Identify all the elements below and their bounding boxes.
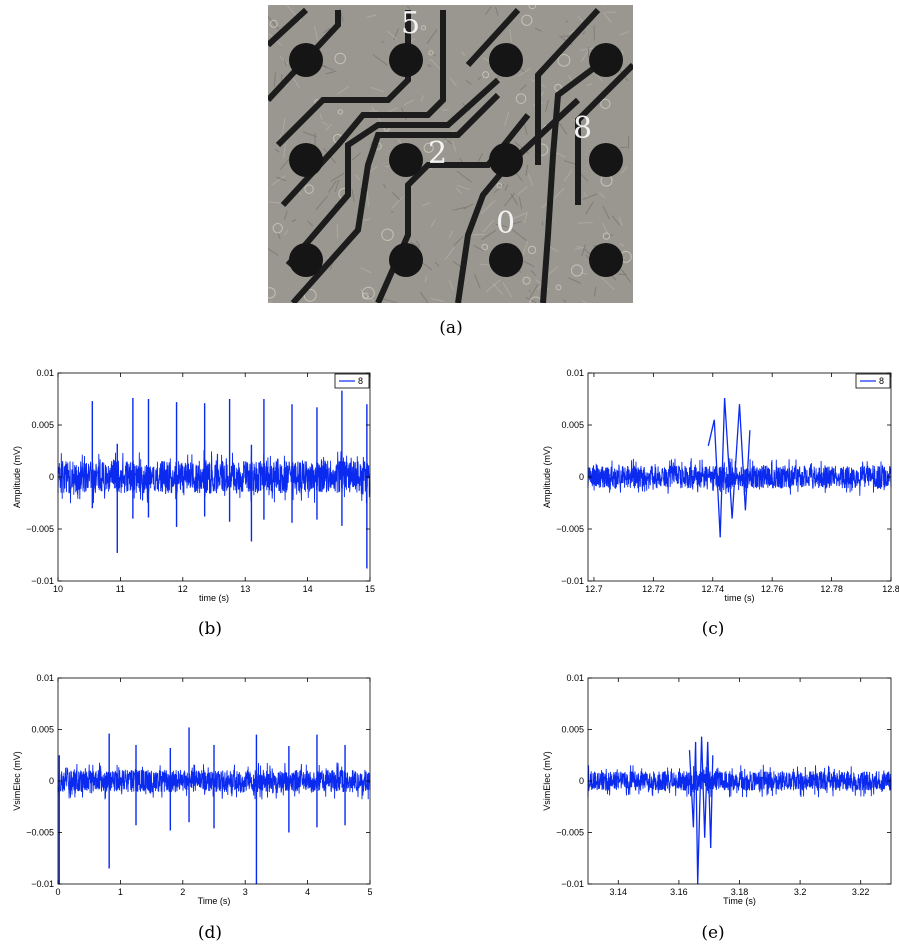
y-tick-label: 0: [579, 472, 584, 482]
x-tick-label: 15: [365, 584, 375, 594]
x-tick-label: 3.22: [852, 887, 870, 897]
trace-3: [280, 10, 446, 208]
y-tick-label: 0.01: [566, 673, 584, 683]
electrode-1-0: [289, 143, 323, 177]
x-tick-label: 12.76: [761, 584, 784, 594]
x-tick-label: 3: [243, 887, 248, 897]
y-tick-label: 0.01: [36, 673, 54, 683]
y-tick-label: 0: [49, 776, 54, 786]
trace-4: [285, 77, 501, 267]
y-tick-label: −0.01: [561, 576, 584, 586]
trace-1: [268, 10, 341, 103]
electrode-0-3: [589, 43, 623, 77]
x-tick-label: 11: [116, 584, 125, 594]
x-tick-label: 3.16: [670, 887, 688, 897]
x-tick-label: 12.78: [820, 584, 843, 594]
y-tick-label: 0.005: [561, 725, 584, 735]
x-axis-label: Time (s): [723, 896, 756, 906]
y-axis-label: Amplitude (mV): [12, 446, 22, 508]
chart-d: 0 1 2 3 4 5 0.01 0.005 0 −0.005 −0.01 Time (s) VsimE…: [12, 673, 373, 906]
trace-0: [268, 7, 309, 48]
y-axis-label: VsimElec (mV): [12, 751, 22, 811]
x-tick-label: 4: [305, 887, 310, 897]
chart-e: 3.14 3.16 3.18 3.2 3.22 0.01 0.005 0 −0.005 −0.01…: [542, 673, 892, 906]
trace-11: [575, 62, 633, 205]
x-tick-label: 1: [118, 887, 123, 897]
caption-b: (b): [197, 619, 223, 639]
x-axis-label: Time (s): [198, 896, 231, 906]
x-tick-label: 3.18: [731, 887, 749, 897]
y-tick-label: −0.005: [26, 524, 54, 534]
trace-9: [465, 7, 521, 68]
y-tick-label: −0.005: [556, 524, 584, 534]
electrode-labels: 5 2 8 0: [401, 6, 592, 241]
y-axis-label: Amplitude (mV): [542, 446, 552, 508]
y-tick-label: 0.01: [36, 368, 54, 378]
y-tick-label: −0.01: [31, 576, 54, 586]
y-tick-label: 0.005: [31, 420, 54, 430]
x-tick-label: 2: [180, 887, 185, 897]
caption-e: (e): [701, 923, 725, 943]
x-tick-label: 5: [367, 887, 372, 897]
y-tick-label: −0.005: [26, 828, 54, 838]
electrode-1-2: [489, 143, 523, 177]
spike-burst: [688, 736, 714, 885]
trace-10: [535, 7, 601, 165]
electrode-label: 8: [573, 111, 592, 146]
electrode-2-1: [389, 243, 423, 277]
x-tick-label: 12.74: [701, 584, 724, 594]
caption-d: (d): [197, 923, 223, 943]
electrode-label: 2: [428, 136, 447, 171]
trace-8: [540, 62, 600, 303]
y-tick-label: −0.005: [556, 828, 584, 838]
caption-a: (a): [439, 318, 463, 338]
x-axis-label: time (s): [199, 593, 229, 603]
x-tick-label: 12.7: [585, 584, 603, 594]
y-tick-label: 0.005: [31, 725, 54, 735]
y-tick-label: 0: [49, 472, 54, 482]
y-tick-label: 0.005: [561, 420, 584, 430]
electrode-1-3: [589, 143, 623, 177]
electrode-2-2: [489, 243, 523, 277]
caption-c: (c): [701, 619, 725, 639]
electrode-2-0: [289, 243, 323, 277]
electrode-0-0: [289, 43, 323, 77]
x-tick-label: 12.8: [882, 584, 899, 594]
electrode-array-photo: 5 2 8 0: [268, 5, 633, 303]
electrode-0-2: [489, 43, 523, 77]
legend-label: 8: [358, 376, 363, 386]
x-tick-label: 3.2: [794, 887, 807, 897]
electrode-1-1: [389, 143, 423, 177]
electrode-grid: [289, 43, 623, 277]
x-tick-label: 0: [55, 887, 60, 897]
y-tick-label: 0.01: [566, 368, 584, 378]
x-tick-label: 13: [240, 584, 250, 594]
chart-b: 10 11 12 13 14 15 0.01 0.005 0 −0.005 −0.01 time (s…: [12, 368, 375, 603]
series-line: [587, 458, 892, 496]
electrode-label: 5: [401, 6, 420, 41]
series-line: [57, 449, 371, 504]
series-line: [587, 764, 892, 798]
chart-c: 12.7 12.72 12.74 12.76 12.78 12.8 0.01 0.005 0 −0…: [542, 368, 899, 603]
electrode-label: 0: [496, 206, 515, 241]
electrode-2-3: [589, 243, 623, 277]
x-tick-label: 12.72: [642, 584, 665, 594]
electrode-0-1: [389, 43, 423, 77]
x-tick-label: 12: [178, 584, 188, 594]
legend-label: 8: [879, 376, 884, 386]
y-tick-label: 0: [579, 776, 584, 786]
spike-burst: [707, 397, 751, 538]
trace-5: [290, 92, 501, 303]
y-axis-label: VsimElec (mV): [542, 751, 552, 811]
trace-7: [455, 97, 581, 303]
x-axis-label: time (s): [725, 593, 755, 603]
x-tick-label: 3.14: [610, 887, 628, 897]
x-tick-label: 10: [53, 584, 63, 594]
y-tick-label: −0.01: [31, 879, 54, 889]
x-tick-label: 14: [303, 584, 313, 594]
y-tick-label: −0.01: [561, 879, 584, 889]
